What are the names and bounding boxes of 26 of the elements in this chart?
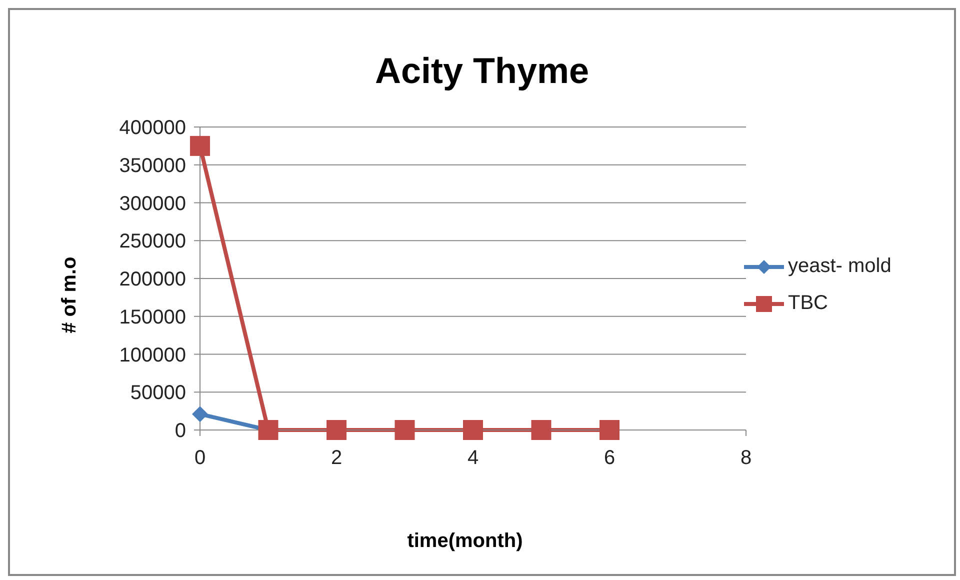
y-tick-label: 150000 — [119, 306, 186, 328]
point — [394, 420, 415, 440]
point — [192, 406, 208, 422]
y-tick-label: 400000 — [119, 117, 186, 140]
y-tick-label: 100000 — [119, 344, 186, 366]
point — [531, 420, 552, 440]
x-tick-label: 4 — [467, 447, 479, 470]
x-tick-label: 2 — [330, 447, 342, 470]
x-tick-label: 8 — [740, 447, 752, 470]
x-tick-label: 6 — [604, 447, 616, 470]
x-tick-label: 0 — [194, 447, 206, 470]
legend-label: yeast- mold — [788, 255, 892, 278]
point — [463, 420, 483, 440]
y-tick-label: 0 — [174, 420, 186, 442]
y-tick-label: 300000 — [119, 192, 186, 215]
y-tick-label: 350000 — [119, 154, 186, 177]
y-axis-title: # of m.o — [58, 256, 82, 334]
point — [600, 420, 620, 440]
legend-label: TBC — [788, 292, 828, 315]
y-tick-label: 250000 — [119, 230, 186, 253]
point — [326, 420, 346, 440]
y-tick-label: 50000 — [130, 382, 186, 404]
x-axis-title: time(month) — [406, 530, 524, 553]
y-tick-label: 200000 — [119, 268, 186, 291]
chart-title: Acity Thyme — [374, 50, 590, 92]
point — [190, 136, 210, 156]
